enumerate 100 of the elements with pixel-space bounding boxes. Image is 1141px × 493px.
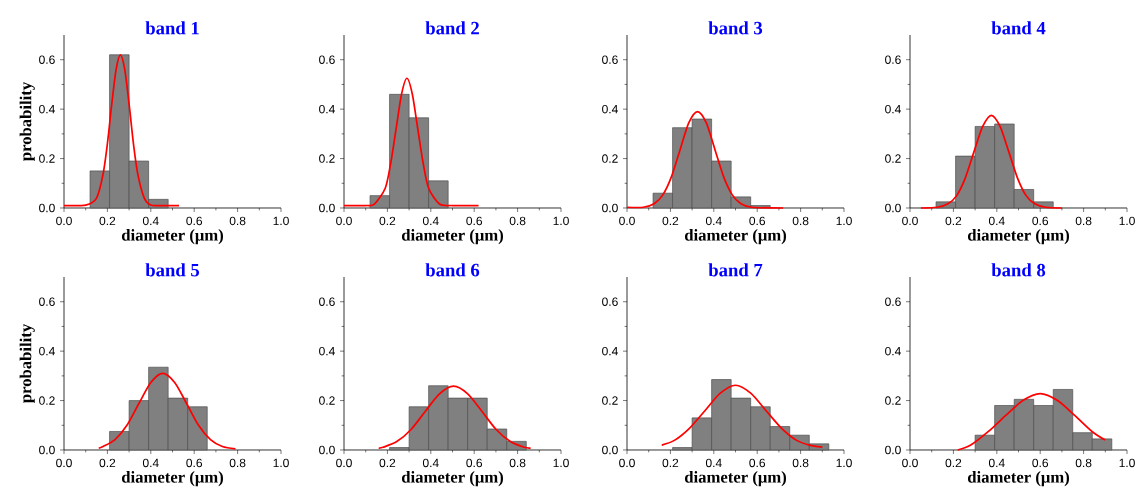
x-tick-label: 0.8 bbox=[1075, 458, 1092, 468]
x-tick-label: 0.2 bbox=[945, 458, 962, 468]
y-tick-label: 0.6 bbox=[602, 297, 618, 306]
y-tick-label: 0.2 bbox=[602, 396, 618, 405]
y-tick-label: 0.4 bbox=[319, 104, 335, 114]
chart-title: band 6 bbox=[425, 263, 480, 277]
x-tick-label: 1.0 bbox=[1119, 216, 1135, 226]
y-tick-label: 0.4 bbox=[602, 104, 618, 114]
x-tick-label: 1.0 bbox=[273, 458, 289, 468]
x-tick-label: 0.4 bbox=[705, 216, 722, 226]
x-tick-label: 0.6 bbox=[1032, 458, 1049, 468]
x-tick-label: 0.6 bbox=[1032, 216, 1049, 226]
y-tick-label: 0.6 bbox=[319, 297, 335, 306]
chart-title: band 8 bbox=[991, 263, 1046, 277]
x-axis-title: diameter (μm) bbox=[121, 229, 223, 245]
x-tick-label: 0.2 bbox=[662, 216, 679, 226]
x-tick-label: 0.0 bbox=[336, 216, 352, 226]
line-series bbox=[97, 372, 237, 450]
chart-title: band 4 bbox=[991, 21, 1046, 35]
x-tick-label: 0.6 bbox=[466, 216, 483, 226]
y-tick-label: 0.6 bbox=[885, 55, 901, 64]
y-tick-label: 0.2 bbox=[39, 154, 55, 163]
x-tick-label: 0.4 bbox=[422, 216, 439, 226]
x-tick-label: 0.8 bbox=[229, 216, 246, 226]
x-tick-label: 0.0 bbox=[902, 458, 918, 468]
y-tick-label: 0.4 bbox=[885, 346, 901, 356]
x-tick-label: 0.8 bbox=[792, 458, 809, 468]
y-tick-label: 0.6 bbox=[602, 55, 618, 64]
x-axis-title: diameter (μm) bbox=[401, 471, 503, 487]
x-tick-label: 0.2 bbox=[379, 216, 396, 226]
y-tick-label: 0.0 bbox=[319, 203, 335, 213]
y-tick-label: 0.0 bbox=[319, 445, 335, 455]
y-tick-label: 0.0 bbox=[602, 203, 618, 213]
line-series bbox=[377, 385, 532, 449]
y-tick-label: 0.4 bbox=[39, 104, 55, 114]
chart-title: band 2 bbox=[425, 21, 479, 35]
x-tick-label: 1.0 bbox=[553, 458, 569, 468]
chart-title: band 1 bbox=[145, 21, 199, 35]
y-axis-title: probability bbox=[19, 323, 35, 403]
y-tick-label: 0.0 bbox=[602, 445, 618, 455]
x-tick-label: 0.0 bbox=[902, 216, 918, 226]
x-tick-label: 0.0 bbox=[619, 216, 635, 226]
x-tick-label: 0.6 bbox=[186, 216, 203, 226]
line-series bbox=[919, 114, 1063, 209]
y-tick-label: 0.6 bbox=[319, 55, 335, 64]
x-axis-title: diameter (μm) bbox=[967, 229, 1070, 245]
x-tick-label: 0.8 bbox=[229, 458, 246, 468]
x-axis-title: diameter (μm) bbox=[967, 471, 1070, 487]
x-tick-label: 0.4 bbox=[988, 216, 1005, 226]
x-tick-label: 0.0 bbox=[619, 458, 635, 468]
y-tick-label: 0.2 bbox=[885, 396, 901, 405]
x-tick-label: 0.8 bbox=[792, 216, 809, 226]
x-tick-label: 0.6 bbox=[749, 216, 766, 226]
line-series bbox=[343, 77, 480, 207]
line-series bbox=[63, 53, 180, 207]
x-tick-label: 0.2 bbox=[99, 216, 116, 226]
chart-title: band 5 bbox=[145, 263, 200, 277]
x-tick-label: 1.0 bbox=[273, 216, 289, 226]
x-tick-label: 1.0 bbox=[1119, 458, 1135, 468]
y-tick-label: 0.4 bbox=[602, 346, 618, 356]
x-tick-label: 0.6 bbox=[749, 458, 766, 468]
y-tick-label: 0.6 bbox=[39, 297, 55, 306]
x-tick-label: 0.0 bbox=[336, 458, 352, 468]
y-tick-label: 0.6 bbox=[885, 297, 901, 306]
y-axis-title: probability bbox=[19, 81, 35, 161]
y-tick-label: 0.0 bbox=[39, 445, 55, 455]
x-tick-label: 0.4 bbox=[142, 458, 159, 468]
x-tick-label: 0.2 bbox=[945, 216, 962, 226]
y-tick-label: 0.4 bbox=[885, 104, 901, 114]
x-tick-label: 0.8 bbox=[509, 216, 526, 226]
x-tick-label: 1.0 bbox=[553, 216, 569, 226]
chart-title: band 3 bbox=[708, 21, 763, 35]
x-axis-title: diameter (μm) bbox=[684, 229, 787, 245]
x-tick-label: 0.4 bbox=[422, 458, 439, 468]
y-tick-label: 0.4 bbox=[319, 346, 335, 356]
x-tick-label: 0.8 bbox=[509, 458, 526, 468]
y-tick-label: 0.2 bbox=[602, 154, 618, 163]
x-tick-label: 0.4 bbox=[705, 458, 722, 468]
y-tick-label: 0.2 bbox=[319, 396, 335, 405]
x-tick-label: 0.6 bbox=[186, 458, 203, 468]
y-tick-label: 0.0 bbox=[885, 203, 901, 213]
y-tick-label: 0.0 bbox=[885, 445, 901, 455]
x-tick-label: 0.2 bbox=[662, 458, 679, 468]
x-tick-label: 0.2 bbox=[99, 458, 116, 468]
x-tick-label: 0.4 bbox=[142, 216, 159, 226]
x-tick-label: 0.8 bbox=[1075, 216, 1092, 226]
y-tick-label: 0.2 bbox=[319, 154, 335, 163]
x-tick-label: 0.0 bbox=[56, 216, 72, 226]
x-axis-title: diameter (μm) bbox=[121, 471, 223, 487]
y-tick-label: 0.0 bbox=[39, 203, 55, 213]
x-tick-label: 1.0 bbox=[836, 216, 852, 226]
line-series bbox=[626, 110, 785, 209]
x-tick-label: 0.2 bbox=[379, 458, 396, 468]
x-axis-title: diameter (μm) bbox=[401, 229, 503, 245]
y-tick-label: 0.4 bbox=[39, 346, 55, 356]
x-tick-label: 0.4 bbox=[988, 458, 1005, 468]
x-tick-label: 1.0 bbox=[836, 458, 852, 468]
chart-title: band 7 bbox=[708, 263, 763, 277]
y-tick-label: 0.2 bbox=[885, 154, 901, 163]
x-tick-label: 0.0 bbox=[56, 458, 72, 468]
